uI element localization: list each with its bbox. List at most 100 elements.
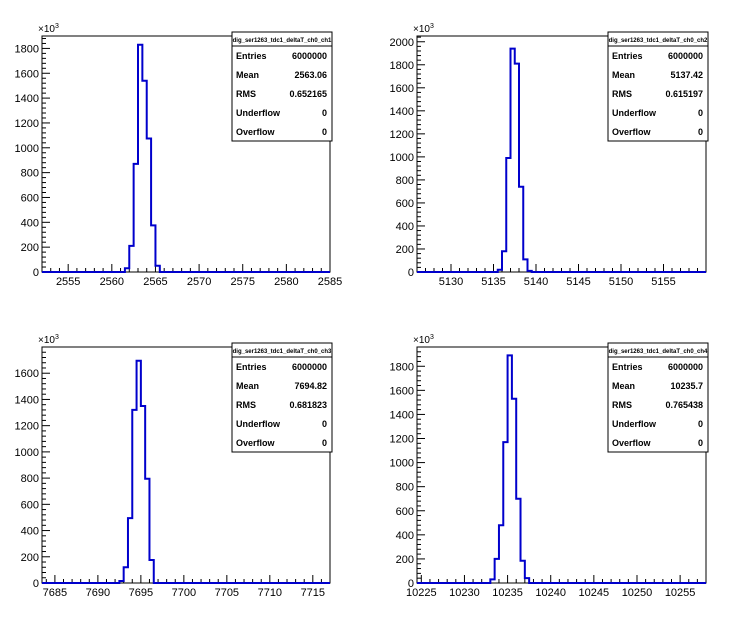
y-tick-label: 1200 bbox=[15, 421, 39, 433]
stats-label-rms: RMS bbox=[236, 89, 256, 99]
stats-label-entries: Entries bbox=[236, 362, 267, 372]
stats-label-rms: RMS bbox=[236, 400, 256, 410]
histogram-name: dig_ser1263_tdc1_deltaT_ch0_ch4 bbox=[609, 349, 708, 355]
stats-value-mean: 10235.7 bbox=[670, 381, 703, 391]
stats-label-overflow: Overflow bbox=[612, 127, 652, 137]
x-tick-label: 10225 bbox=[406, 587, 437, 599]
y-exponent-base: ×10 bbox=[38, 24, 55, 35]
stats-value-entries: 6000000 bbox=[292, 362, 327, 372]
y-tick-label: 400 bbox=[21, 526, 39, 538]
y-exponent-power: 3 bbox=[55, 334, 59, 341]
y-tick-label: 800 bbox=[21, 168, 39, 180]
y-tick-label: 1800 bbox=[390, 361, 414, 373]
y-tick-label: 400 bbox=[396, 221, 414, 233]
y-tick-label: 0 bbox=[33, 267, 39, 279]
stats-value-underflow: 0 bbox=[322, 108, 327, 118]
y-tick-label: 1600 bbox=[390, 385, 414, 397]
x-tick-label: 2570 bbox=[187, 276, 211, 288]
y-exponent-label: ×103 bbox=[413, 23, 434, 35]
stats-value-rms: 0.652165 bbox=[289, 89, 327, 99]
stats-label-rms: RMS bbox=[612, 89, 632, 99]
histogram-name: dig_ser1263_tdc1_deltaT_ch0_ch3 bbox=[233, 349, 332, 355]
histogram-name: dig_ser1263_tdc1_deltaT_ch0_ch1 bbox=[233, 38, 332, 44]
y-tick-label: 0 bbox=[408, 578, 414, 590]
histogram-panel-4: ×103 0 200 400 600 800 1000 1200 1400 1600 1800 102… bbox=[390, 334, 709, 599]
stats-box bbox=[607, 342, 709, 453]
histogram-name: dig_ser1263_tdc1_deltaT_ch0_ch2 bbox=[609, 38, 708, 44]
y-tick-label: 1200 bbox=[15, 118, 39, 130]
stats-box bbox=[231, 342, 333, 453]
y-tick-label: 800 bbox=[21, 473, 39, 485]
y-tick-label: 0 bbox=[33, 578, 39, 590]
y-tick-label: 1400 bbox=[15, 394, 39, 406]
y-exponent-base: ×10 bbox=[413, 335, 430, 346]
histogram-line bbox=[417, 354, 706, 584]
x-tick-label: 7715 bbox=[301, 587, 325, 599]
x-tick-label: 5130 bbox=[439, 276, 463, 288]
stats-label-underflow: Underflow bbox=[236, 419, 281, 429]
stats-label-underflow: Underflow bbox=[612, 108, 657, 118]
stats-value-rms: 0.765438 bbox=[665, 400, 703, 410]
x-tick-label: 7685 bbox=[43, 587, 67, 599]
y-tick-label: 1600 bbox=[390, 83, 414, 95]
stats-value-mean: 5137.42 bbox=[670, 70, 703, 80]
y-tick-label: 1600 bbox=[15, 68, 39, 80]
y-tick-label: 1600 bbox=[15, 368, 39, 380]
x-tick-label: 7695 bbox=[129, 587, 153, 599]
x-tick-label: 7705 bbox=[215, 587, 239, 599]
x-tick-label: 10230 bbox=[449, 587, 480, 599]
stats-value-underflow: 0 bbox=[698, 419, 703, 429]
stats-label-mean: Mean bbox=[236, 70, 259, 80]
x-tick-label: 2575 bbox=[230, 276, 254, 288]
y-tick-label: 1800 bbox=[15, 43, 39, 55]
histogram-panel-1: ×103 0 200 400 600 800 1000 1200 1400 1600 1800 255… bbox=[15, 23, 343, 288]
histogram-line bbox=[42, 43, 330, 273]
stats-box bbox=[607, 31, 709, 142]
x-tick-label: 5145 bbox=[566, 276, 590, 288]
x-tick-label: 7710 bbox=[258, 587, 282, 599]
stats-value-entries: 6000000 bbox=[668, 362, 703, 372]
histogram-panel-3: ×103 0 200 400 600 800 1000 1200 1400 1600 7685 769… bbox=[15, 334, 333, 599]
stats-label-mean: Mean bbox=[612, 70, 635, 80]
x-tick-label: 10250 bbox=[622, 587, 653, 599]
stats-label-entries: Entries bbox=[236, 51, 267, 61]
y-tick-label: 600 bbox=[396, 198, 414, 210]
histogram-line bbox=[417, 47, 706, 273]
y-tick-label: 1200 bbox=[390, 129, 414, 141]
stats-label-underflow: Underflow bbox=[612, 419, 657, 429]
histogram-panel-2: ×103 0 200 400 600 800 1000 1200 1400 1600 1800 200… bbox=[390, 23, 709, 288]
histogram-line bbox=[42, 359, 330, 584]
stats-value-overflow: 0 bbox=[698, 127, 703, 137]
y-tick-label: 2000 bbox=[390, 37, 414, 49]
y-tick-label: 0 bbox=[408, 267, 414, 279]
y-tick-label: 800 bbox=[396, 175, 414, 187]
stats-label-entries: Entries bbox=[612, 51, 643, 61]
stats-label-overflow: Overflow bbox=[236, 438, 276, 448]
y-tick-label: 200 bbox=[21, 552, 39, 564]
x-tick-label: 7690 bbox=[86, 587, 110, 599]
stats-value-underflow: 0 bbox=[698, 108, 703, 118]
y-tick-label: 400 bbox=[21, 217, 39, 229]
y-tick-label: 800 bbox=[396, 482, 414, 494]
stats-label-overflow: Overflow bbox=[236, 127, 276, 137]
x-tick-label: 2585 bbox=[318, 276, 342, 288]
x-tick-label: 2560 bbox=[100, 276, 124, 288]
stats-value-entries: 6000000 bbox=[292, 51, 327, 61]
y-exponent-power: 3 bbox=[430, 23, 434, 30]
y-tick-label: 200 bbox=[396, 244, 414, 256]
y-exponent-label: ×103 bbox=[413, 334, 434, 346]
stats-label-overflow: Overflow bbox=[612, 438, 652, 448]
x-tick-label: 5135 bbox=[481, 276, 505, 288]
y-tick-label: 1800 bbox=[390, 60, 414, 72]
stats-value-overflow: 0 bbox=[322, 127, 327, 137]
stats-value-mean: 7694.82 bbox=[294, 381, 327, 391]
y-exponent-power: 3 bbox=[430, 334, 434, 341]
y-tick-label: 1200 bbox=[390, 434, 414, 446]
stats-label-mean: Mean bbox=[612, 381, 635, 391]
y-exponent-label: ×103 bbox=[38, 23, 59, 35]
x-tick-label: 2580 bbox=[274, 276, 298, 288]
y-exponent-power: 3 bbox=[55, 23, 59, 30]
stats-label-rms: RMS bbox=[612, 400, 632, 410]
stats-value-rms: 0.681823 bbox=[289, 400, 327, 410]
x-tick-label: 10240 bbox=[535, 587, 566, 599]
